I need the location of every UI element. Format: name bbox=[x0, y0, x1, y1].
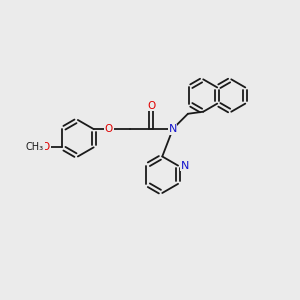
Text: N: N bbox=[168, 124, 177, 134]
Text: CH₃: CH₃ bbox=[26, 142, 44, 152]
Text: O: O bbox=[42, 142, 50, 152]
Text: O: O bbox=[147, 100, 155, 110]
Text: N: N bbox=[180, 160, 189, 171]
Text: O: O bbox=[105, 124, 113, 134]
